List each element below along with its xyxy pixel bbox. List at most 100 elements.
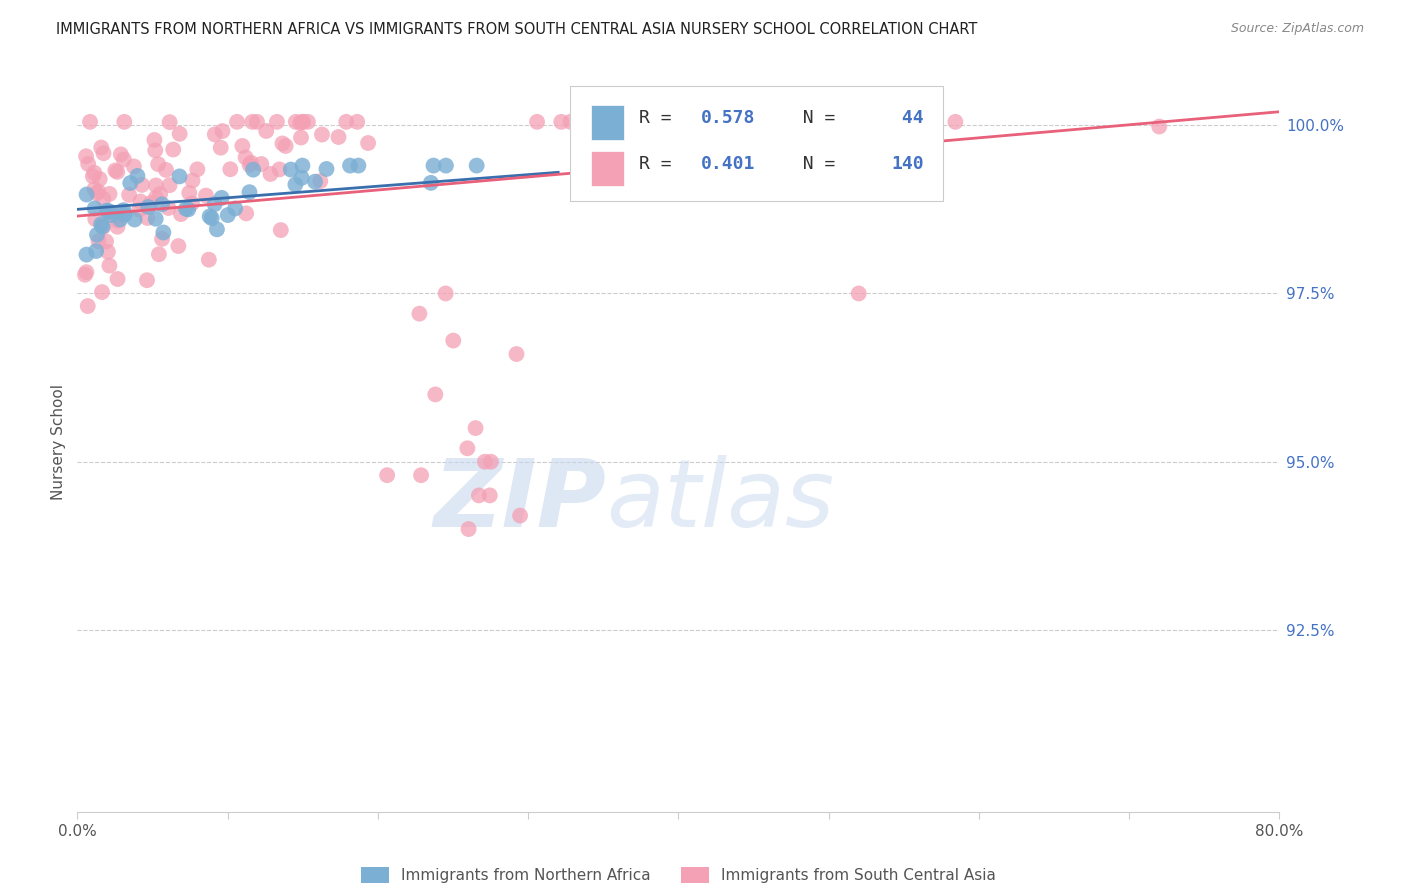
Point [357,136,380,150]
Text: N =: N = [780,155,846,173]
Legend: Immigrants from Northern Africa, Immigrants from South Central Asia: Immigrants from Northern Africa, Immigra… [356,861,1001,889]
Point [339,159,361,173]
Point [93,192,115,206]
Point [96,203,118,218]
Point [167,239,190,253]
Point [408,307,430,321]
Point [105,165,128,179]
Point [478,488,501,502]
Point [505,347,527,361]
Point [157,201,180,215]
Point [107,213,129,227]
FancyBboxPatch shape [571,87,943,201]
Point [159,115,181,129]
Text: atlas: atlas [606,455,835,546]
Point [560,115,582,129]
Point [209,141,232,155]
Point [763,115,786,129]
Point [456,442,478,456]
Point [120,176,142,190]
Point [1149,120,1171,134]
Point [98,206,121,220]
Point [291,170,314,185]
Point [284,115,307,129]
Point [335,115,357,129]
Point [347,159,370,173]
Point [204,197,226,211]
Point [846,115,869,129]
Point [266,115,288,129]
Text: 140: 140 [891,155,924,173]
Point [104,163,127,178]
Point [346,115,368,129]
Text: R =: R = [638,155,682,173]
Point [409,468,432,483]
Point [304,175,326,189]
Point [129,194,152,209]
Point [75,265,97,279]
Y-axis label: Nursery School: Nursery School [51,384,66,500]
Point [76,299,98,313]
Point [434,286,457,301]
Point [91,285,114,299]
Point [97,204,120,219]
Point [269,162,291,177]
Point [240,115,263,129]
Point [169,169,191,184]
Point [112,203,135,218]
Point [254,124,277,138]
Point [271,136,294,151]
Point [468,488,491,502]
Point [876,115,898,129]
Point [76,187,98,202]
Point [90,217,112,231]
Point [148,157,170,171]
Text: Source: ZipAtlas.com: Source: ZipAtlas.com [1230,22,1364,36]
Point [107,272,129,286]
Point [311,128,333,142]
Point [526,115,548,129]
Point [217,208,239,222]
Point [291,115,314,129]
Text: ZIP: ZIP [433,455,606,547]
Point [235,206,257,220]
Point [242,162,264,177]
Point [112,115,135,129]
Point [737,115,759,129]
Point [375,468,398,483]
Point [110,147,132,161]
Point [246,115,269,129]
Point [226,115,249,129]
Point [181,196,204,211]
Point [83,166,105,180]
Point [148,247,170,261]
Point [842,115,865,129]
Point [270,223,292,237]
Point [297,115,319,129]
Point [87,234,110,248]
Point [328,130,350,145]
Point [224,202,246,216]
Point [509,508,531,523]
Point [136,200,159,214]
Point [83,182,105,196]
Point [150,232,173,246]
Point [419,176,441,190]
Point [291,159,314,173]
Point [122,160,145,174]
Point [811,115,834,129]
Point [86,227,108,242]
Point [702,115,724,129]
Point [280,162,302,177]
Point [124,212,146,227]
Point [441,334,464,348]
Point [143,133,166,147]
Point [73,268,96,282]
Point [84,244,107,258]
Point [152,226,174,240]
Point [98,186,121,201]
Point [479,455,502,469]
Point [118,187,141,202]
Point [177,202,200,217]
Point [150,197,173,211]
